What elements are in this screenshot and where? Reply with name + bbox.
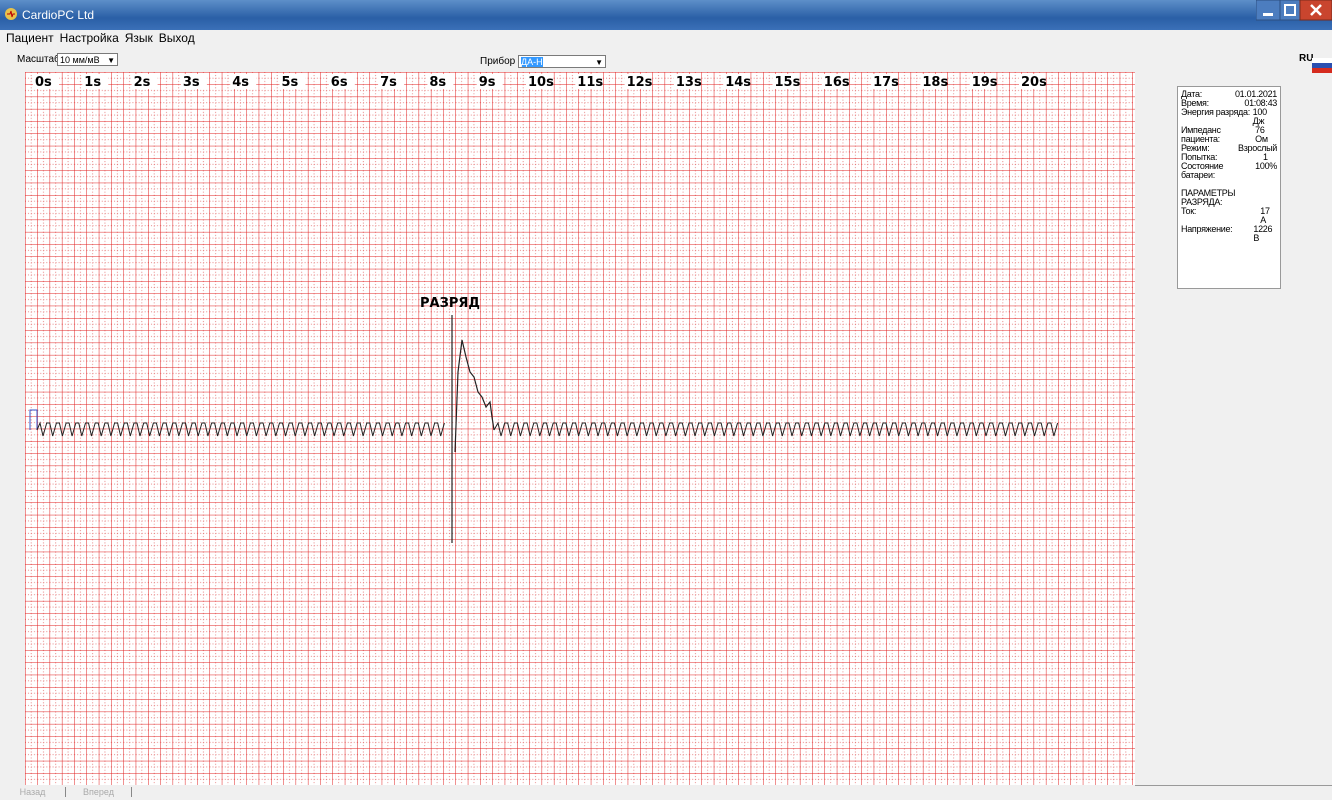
time-label: 2s [134,75,151,90]
time-label: 12s [627,75,653,90]
info-label: Импеданс пациента: [1181,125,1221,144]
discharge-spike [451,315,495,543]
time-label: 16s [824,75,850,90]
time-label: 13s [676,75,702,90]
time-label-bg [575,74,602,89]
info-panel: Дата: 01.01.2021 Время: 01:08:43 Энергия раз… [1177,86,1281,289]
time-label: 4s [232,75,249,90]
menu-bar: Пациент Настройка Язык Выход [0,31,195,47]
section-title: ПАРАМЕТРЫ РАЗРЯДА: [1181,188,1236,207]
info-value: 01:08:43 [1244,98,1277,108]
device-select[interactable]: ДА-Н ▼ [518,55,606,68]
info-row: Попытка: 1 [1181,153,1277,162]
time-label-bg [427,74,454,89]
time-label-bg [131,74,158,89]
time-label-bg [821,74,848,89]
device-value: ДА-Н [521,57,543,67]
info-label: Попытка: [1181,152,1218,162]
info-value: 1226 В [1253,224,1273,243]
time-label: 10s [528,75,554,90]
window-title: CardioPC Ltd [22,8,95,22]
info-row: Импеданс пациента: 76 Ом [1181,126,1277,144]
time-label-bg [230,74,257,89]
time-label-bg [82,74,109,89]
app-icon [5,8,17,20]
info-value: 76 Ом [1255,125,1268,144]
scale-label: Масштаб [17,54,60,65]
time-label-bg [871,74,898,89]
time-label: 6s [331,75,348,90]
time-label-bg [772,74,799,89]
info-value: 100 Дж [1252,107,1267,126]
time-label: 11s [577,75,603,90]
info-value: 1 [1263,152,1268,162]
time-label-bg [526,74,552,89]
info-label: Состояние батареи: [1181,161,1224,180]
time-label-bg [673,74,700,89]
menu-item[interactable]: Настройка [59,31,119,45]
device-label: Прибор [480,56,516,67]
time-label: 1s [84,75,101,90]
forward-button[interactable]: Вперед [66,787,132,797]
ecg-waveform [36,421,1059,437]
time-label-bg [624,74,651,89]
info-row: Напряжение: 1226 В [1181,225,1277,243]
time-label-bg [279,74,306,89]
language-code[interactable]: RU [1299,53,1314,64]
calibration-pulse [29,409,38,430]
scale-select[interactable]: 10 мм/мВ ▼ [57,53,118,66]
time-label: 9s [479,75,496,90]
ecg-chart: 0s 1s 2s 3s 4s 5s 6s 7s 8s 9s 10s 11s 12s 13s 14s 15s 16… [25,72,1135,785]
time-label-bg [378,74,405,89]
event-label: РАЗРЯД [420,296,480,311]
info-value: 01.01.2021 [1234,89,1277,99]
time-label-bg [1019,74,1045,89]
info-label: Дата: [1181,89,1202,99]
info-label: Ток: [1181,206,1197,216]
time-label-bg [723,74,750,89]
info-row: Ток: 17 А [1181,207,1277,225]
scale-value: 10 мм/мВ [60,55,100,65]
time-label: 8s [429,75,446,90]
info-row: Состояние батареи: 100% [1181,162,1277,180]
time-label-bg [969,74,996,89]
window-controls[interactable] [1256,0,1332,22]
time-label: 14s [725,75,751,90]
info-row: Время: 01:08:43 [1181,99,1277,108]
time-label: 7s [380,75,397,90]
info-value: Взрослый [1238,143,1277,153]
menu-item[interactable]: Выход [158,31,195,45]
time-label-bg [328,74,355,89]
info-label: Время: [1181,98,1209,108]
time-label: 19s [972,75,998,90]
info-label: Энергия разряда: [1181,107,1250,117]
info-row: Энергия разряда: 100 Дж [1181,108,1277,126]
time-label: 18s [922,75,948,90]
time-label: 17s [873,75,899,90]
info-label: Напряжение: [1181,224,1233,234]
flag-icon [1312,58,1332,73]
back-button[interactable]: Назад [0,787,66,797]
nav-bar: Назад Вперед [0,787,132,800]
time-label-bg [476,74,503,89]
menu-item[interactable]: Пациент [6,31,54,45]
info-row: Дата: 01.01.2021 [1181,90,1277,99]
divider [1135,785,1332,786]
time-label: 0s [35,75,52,90]
time-label: 5s [282,75,299,90]
time-label: 15s [775,75,801,90]
info-label: Режим: [1181,143,1210,153]
menu-item[interactable]: Язык [124,31,153,45]
time-label: 3s [183,75,200,90]
info-value: 17 А [1260,206,1270,225]
info-row: Режим: Взрослый [1181,144,1277,153]
info-value: 100% [1255,161,1277,171]
time-label: 20s [1021,75,1047,90]
time-label-bg [920,74,947,89]
title-bar: CardioPC Ltd [0,0,1332,30]
time-label-bg [33,74,59,89]
time-label-bg [180,74,207,89]
